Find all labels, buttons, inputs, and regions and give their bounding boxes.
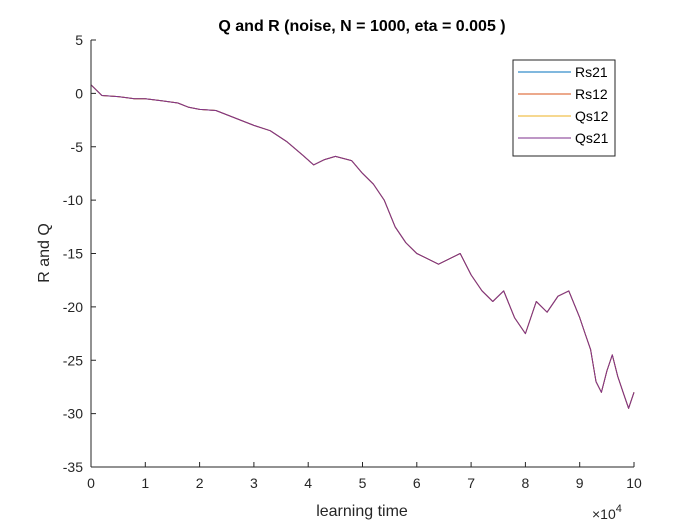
x-axis-label: learning time [316, 503, 408, 520]
legend-label-qs12: Qs12 [575, 108, 609, 124]
y-tick-label: -10 [63, 192, 83, 208]
x-tick-label: 2 [196, 475, 204, 491]
y-tick-label: -30 [63, 406, 83, 422]
y-tick-label: 0 [75, 85, 83, 101]
y-tick-label: -25 [63, 352, 83, 368]
y-tick-label: -15 [63, 246, 83, 262]
chart-title: Q and R (noise, N = 1000, eta = 0.005 ) [218, 18, 505, 35]
x-axis-exponent-base: ×10 [592, 506, 616, 522]
x-tick-label: 9 [576, 475, 584, 491]
x-tick-label: 1 [141, 475, 149, 491]
legend-label-rs12: Rs12 [575, 86, 608, 102]
x-axis-exponent: ×104 [592, 503, 622, 522]
x-tick-label: 6 [413, 475, 421, 491]
y-tick-label: -20 [63, 299, 83, 315]
x-tick-label: 0 [87, 475, 95, 491]
x-tick-label: 8 [522, 475, 530, 491]
legend: Rs21 Rs12 Qs12 Qs21 [512, 59, 616, 157]
y-tick-label: 5 [75, 32, 83, 48]
x-tick-label: 10 [626, 475, 642, 491]
series-layer [90, 84, 635, 409]
y-tick-label: -35 [63, 459, 83, 475]
axes-layer: 0 1 2 3 4 5 6 7 8 9 10 5 0 -5 -10 -15 -20 -25 -30 -35 [63, 32, 642, 491]
x-axis-exponent-power: 4 [616, 503, 622, 515]
x-tick-label: 7 [467, 475, 475, 491]
legend-label-qs21: Qs21 [575, 130, 609, 146]
legend-box [512, 59, 616, 157]
x-tick-label: 4 [304, 475, 312, 491]
legend-label-rs21: Rs21 [575, 64, 608, 80]
y-tick-label: -5 [71, 139, 84, 155]
x-tick-label: 5 [359, 475, 367, 491]
y-axis-label: R and Q [36, 223, 53, 283]
series-line-qs21 [90, 84, 635, 409]
x-tick-label: 3 [250, 475, 258, 491]
